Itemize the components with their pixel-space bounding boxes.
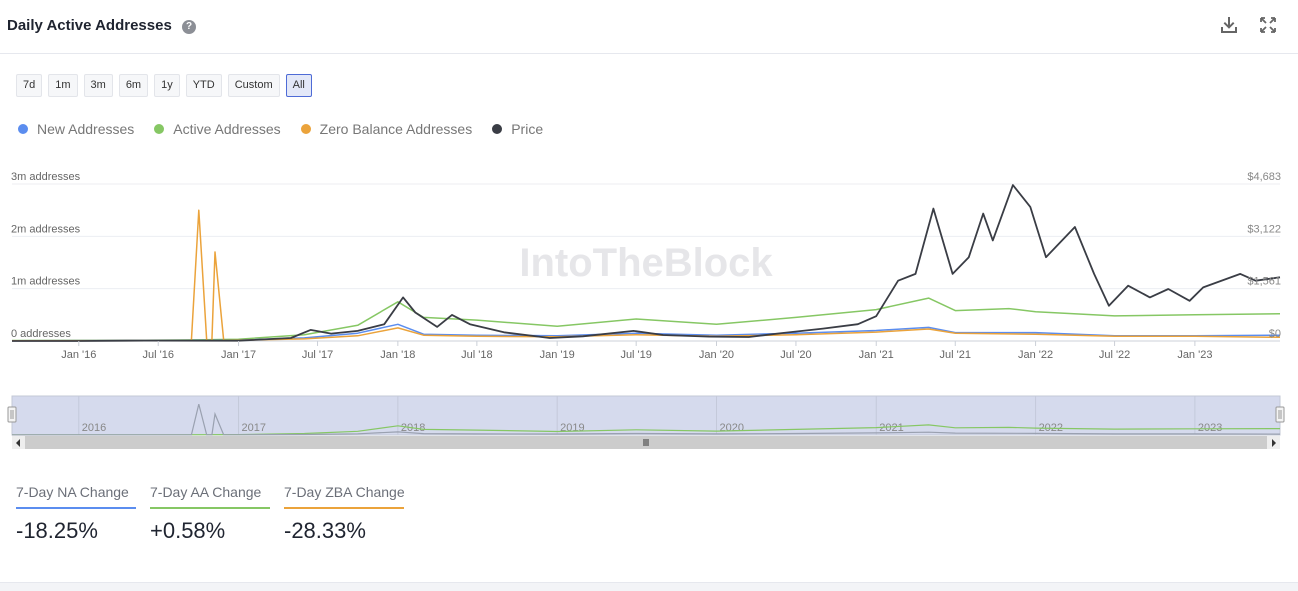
stat-card: 7-Day NA Change -18.25% xyxy=(16,484,136,544)
series-line-price[interactable] xyxy=(12,184,1281,342)
legend-item[interactable]: New Addresses xyxy=(18,121,134,137)
y-left-tick-label: 1m addresses xyxy=(11,276,81,288)
range-button-7d[interactable]: 7d xyxy=(16,74,43,97)
stat-label: 7-Day AA Change xyxy=(150,484,270,509)
question-circle-icon[interactable]: ? xyxy=(182,20,196,34)
x-tick-label: Jul '18 xyxy=(461,349,492,361)
range-button-custom[interactable]: Custom xyxy=(227,74,280,97)
x-tick-label: Jan '18 xyxy=(380,349,415,361)
range-button-all[interactable]: All xyxy=(285,74,312,97)
x-tick-label: Jul '16 xyxy=(142,349,173,361)
y-right-tick-label: $1,561 xyxy=(1247,276,1281,288)
navigator-year-label: 2020 xyxy=(719,422,743,434)
daily-active-addresses-chart: IntoTheBlock 0 addresses 1m addresses 2m a… xyxy=(7,171,1285,449)
range-button-1y[interactable]: 1y xyxy=(154,74,180,97)
legend-label: Zero Balance Addresses xyxy=(319,121,473,137)
navigator-series-line xyxy=(12,404,1281,436)
legend-label: Price xyxy=(511,121,544,137)
range-button-1m[interactable]: 1m xyxy=(48,74,78,97)
x-tick-label: Jan '21 xyxy=(859,349,894,361)
scroll-right-arrow-icon[interactable] xyxy=(1272,439,1276,447)
navigator-handle[interactable] xyxy=(7,406,17,423)
x-tick-label: Jul '21 xyxy=(940,349,971,361)
legend-dot-icon xyxy=(154,124,165,134)
chart-navigator[interactable]: 2016 2017 2018 2019 2020 2021 2022 2023 xyxy=(7,395,1285,449)
navigator-year-label: 2019 xyxy=(560,422,584,434)
stat-card: 7-Day AA Change +0.58% xyxy=(150,484,270,544)
stat-label: 7-Day NA Change xyxy=(16,484,136,509)
x-tick-label: Jul '20 xyxy=(780,349,811,361)
series-line-active-addresses[interactable] xyxy=(11,297,1281,342)
navigator-year-label: 2021 xyxy=(879,422,903,434)
download-icon[interactable] xyxy=(1219,15,1241,37)
time-range-selector: 7d 1m 3m 6m 1y YTD Custom All xyxy=(16,74,312,97)
stats-row: 7-Day NA Change -18.25% 7-Day AA Change +0.… xyxy=(16,484,405,544)
y-right-tick-label: $4,683 xyxy=(1247,171,1281,183)
y-left-tick-label: 0 addresses xyxy=(11,328,71,340)
legend-dot-icon xyxy=(492,124,503,134)
x-tick-label: Jan '19 xyxy=(540,349,575,361)
range-button-6m[interactable]: 6m xyxy=(118,74,149,97)
x-tick-label: Jan '17 xyxy=(221,349,256,361)
x-tick-label: Jul '22 xyxy=(1099,349,1130,361)
navigator-year-label: 2023 xyxy=(1198,422,1222,434)
x-tick-label: Jan '22 xyxy=(1018,349,1053,361)
legend-dot-icon xyxy=(300,124,311,134)
y-right-tick-label: $3,122 xyxy=(1247,223,1281,235)
legend-item[interactable]: Price xyxy=(492,121,543,137)
watermark: IntoTheBlock xyxy=(519,241,773,285)
x-tick-label: Jul '19 xyxy=(620,349,651,361)
legend-dot-icon xyxy=(18,124,28,134)
scroll-left-arrow-icon[interactable] xyxy=(16,439,20,447)
x-tick-label: Jul '17 xyxy=(302,349,333,361)
stat-value: -28.33% xyxy=(284,518,366,543)
legend-item[interactable]: Active Addresses xyxy=(154,121,281,137)
y-left-tick-label: 2m addresses xyxy=(11,223,81,235)
navigator-year-label: 2017 xyxy=(242,422,266,434)
legend-item[interactable]: Zero Balance Addresses xyxy=(300,121,473,137)
series-line-new-addresses[interactable] xyxy=(11,323,1281,342)
stat-card: 7-Day ZBA Change -28.33% xyxy=(284,484,405,544)
chart-title: Daily Active Addresses xyxy=(7,17,172,34)
chart-header: Daily Active Addresses ? xyxy=(0,0,1298,54)
expand-icon[interactable] xyxy=(1258,15,1280,37)
x-tick-label: Jan '20 xyxy=(699,349,734,361)
x-tick-label: Jan '16 xyxy=(61,349,96,361)
range-button-3m[interactable]: 3m xyxy=(83,74,113,97)
stat-label: 7-Day ZBA Change xyxy=(284,484,405,509)
footer-divider xyxy=(0,582,1298,591)
navigator-year-label: 2016 xyxy=(82,422,106,434)
stat-value: -18.25% xyxy=(16,518,98,543)
range-button-ytd[interactable]: YTD xyxy=(185,74,222,97)
legend-label: New Addresses xyxy=(37,121,135,137)
stat-value: +0.58% xyxy=(150,518,226,543)
y-right-tick-label: $0 xyxy=(1269,328,1281,340)
legend-label: Active Addresses xyxy=(173,121,281,137)
chart-legend: New Addresses Active Addresses Zero Balanc… xyxy=(18,121,543,137)
y-left-tick-label: 3m addresses xyxy=(11,171,81,183)
navigator-handle[interactable] xyxy=(1275,406,1285,423)
x-tick-label: Jan '23 xyxy=(1177,349,1212,361)
